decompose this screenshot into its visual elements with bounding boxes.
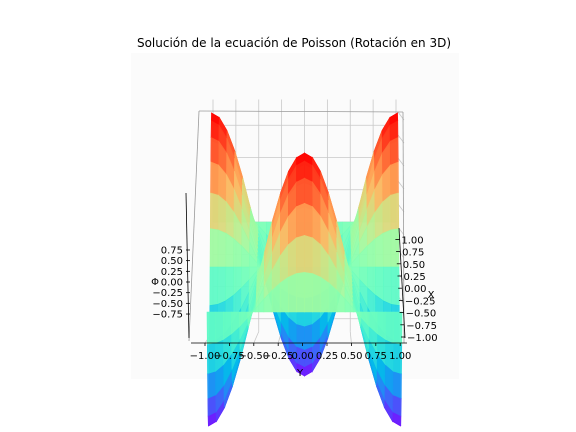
surface-facet (207, 370, 217, 399)
surface-facet (296, 202, 305, 239)
z-tick-label: 0.75 (161, 245, 183, 256)
surface-facet (214, 311, 224, 344)
surface-facet (296, 234, 305, 274)
y-tick-label: −1.00 (190, 351, 221, 362)
surface-facet (209, 266, 219, 306)
surface-facet (217, 194, 227, 234)
surface-facet (312, 237, 322, 278)
surface-facet (304, 323, 313, 351)
y-tick-label: −0.75 (214, 351, 245, 362)
surface-facet (209, 228, 219, 268)
surface-facet (304, 272, 313, 313)
x-tick-label: 0.00 (404, 284, 426, 295)
z-tick-label: 0.00 (161, 278, 183, 289)
surface-facet (296, 323, 305, 351)
surface-plot (206, 112, 403, 427)
x-tick-label: 1.00 (401, 235, 423, 246)
x-tick-label: 0.75 (402, 248, 424, 259)
surface-facet (279, 276, 289, 313)
y-axis-label: Y (296, 368, 304, 379)
surface-facet (304, 177, 313, 208)
surface-facet (390, 228, 400, 268)
chart-title: Solución de la ecuación de Poisson (Rota… (137, 36, 451, 50)
x-tick-label: 0.50 (403, 260, 425, 271)
surface-facet (304, 234, 313, 274)
surface-facet (287, 237, 297, 278)
surface-facet (296, 272, 305, 313)
surface-facet (382, 266, 392, 305)
floor-gridline (349, 331, 352, 344)
tick-labels: −1.00−0.75−0.50−0.250.00 0.25 0.50 0.75 1.00… (152, 235, 437, 362)
y-tick-label: −0.50 (238, 351, 269, 362)
surface-facet (393, 311, 403, 345)
x-axis-line (398, 227, 406, 339)
surface-facet (382, 194, 392, 234)
surface-facet (374, 232, 384, 268)
pane-edge-right (402, 111, 405, 344)
surface-facet (390, 192, 400, 231)
surface-facet (209, 192, 219, 231)
surface-facet (312, 273, 322, 313)
y-tick-label: 0.00 (291, 351, 313, 362)
surface-facet (390, 266, 400, 306)
surface-facet (392, 370, 402, 399)
surface-facet (217, 266, 227, 305)
pane-edge-left (188, 110, 200, 342)
side-pane-gridline (397, 203, 405, 213)
surface-facet (320, 276, 330, 313)
y-tick-label: 0.75 (365, 351, 387, 362)
y-tick-label: 0.25 (316, 351, 338, 362)
x-axis-label: X (428, 290, 435, 301)
x-tick-label: −1.00 (407, 333, 438, 344)
surface-facet (210, 161, 219, 196)
surface-facet (217, 229, 227, 268)
floor-gridline (253, 331, 260, 344)
x-tick-label: −0.75 (406, 321, 437, 332)
surface-facet (225, 232, 235, 268)
z-axis-label: Φ (151, 277, 159, 288)
z-tick-label: −0.75 (152, 310, 183, 321)
surface-facet (206, 311, 216, 345)
surface-facet (390, 161, 399, 196)
surface-facet (389, 136, 399, 166)
surface-facet (287, 273, 297, 313)
z-tick-label: 0.25 (161, 267, 183, 278)
surface-facet (385, 311, 395, 344)
y-tick-label: −0.25 (263, 351, 294, 362)
y-tick-label: 1.00 (389, 351, 411, 362)
z-tick-label: −0.50 (152, 299, 183, 310)
x-tick-label: −0.50 (406, 309, 437, 320)
x-tick-label: −0.25 (405, 296, 436, 307)
surface-facet (210, 136, 220, 166)
surface-facet (304, 202, 313, 239)
y-tick-label: 0.50 (340, 351, 362, 362)
surface-facet (382, 229, 392, 268)
surface-facet (296, 177, 305, 208)
x-tick-label: 0.25 (404, 272, 426, 283)
pane-edge-top (198, 110, 404, 113)
z-tick-label: 0.50 (161, 256, 183, 267)
z-tick-label: −0.25 (152, 288, 183, 299)
